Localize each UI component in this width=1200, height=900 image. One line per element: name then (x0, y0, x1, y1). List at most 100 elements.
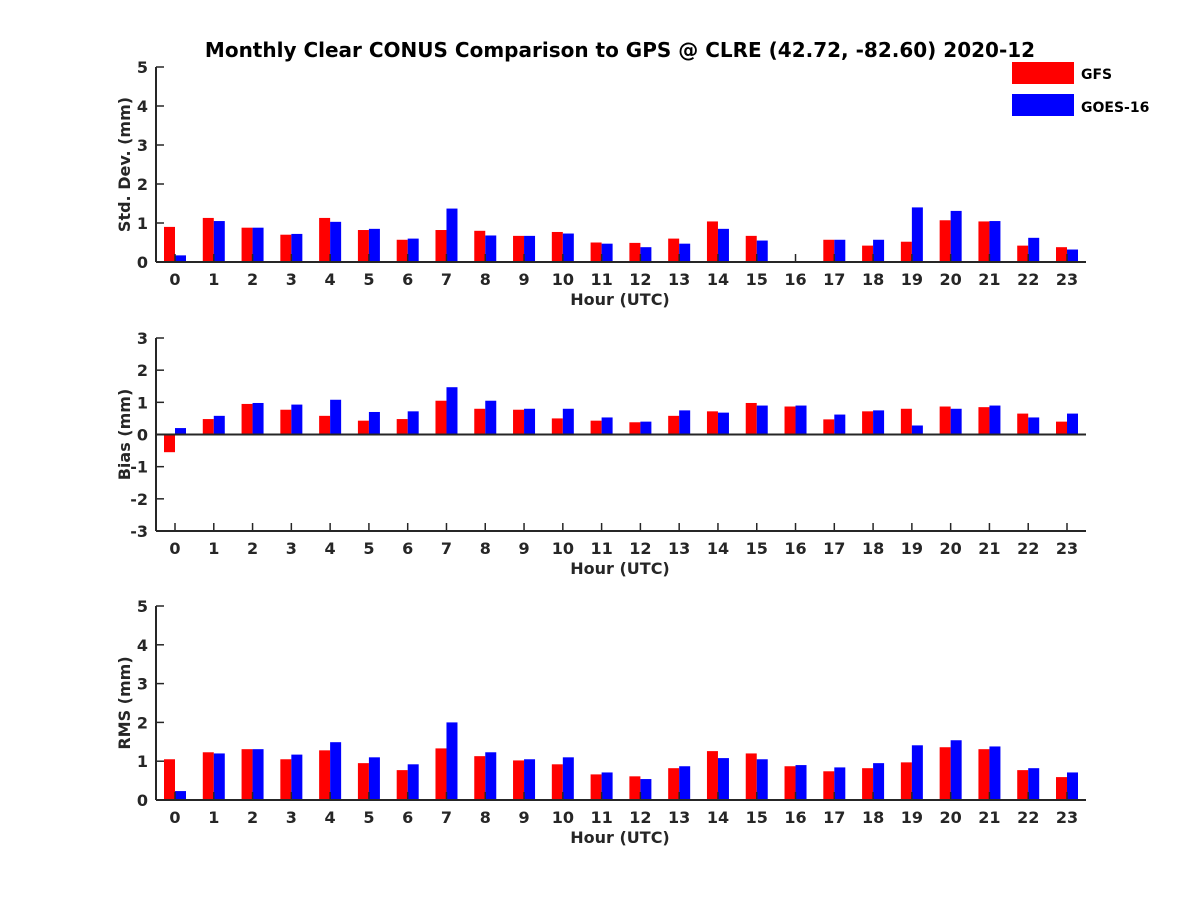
y-tick-label: 1 (137, 214, 148, 233)
bar-goes16-rms-h7 (446, 722, 458, 800)
y-tick-label: 4 (137, 97, 148, 116)
bar-goes16-stddev-h17 (834, 239, 846, 262)
bar-goes16-rms-h20 (950, 740, 962, 800)
bar-gfs-bias-h23 (1056, 421, 1067, 435)
bar-gfs-rms-h5 (357, 763, 369, 800)
y-axis-label-rms: RMS (mm) (115, 656, 134, 749)
bar-goes16-rms-h18 (873, 763, 885, 800)
y-tick-label: -1 (130, 458, 148, 477)
bar-gfs-stddev-h21 (978, 221, 990, 262)
x-tick-label: 19 (901, 808, 923, 827)
bar-gfs-stddev-h19 (900, 241, 912, 262)
x-tick-label: 23 (1056, 539, 1078, 558)
y-tick-label: -2 (130, 490, 148, 509)
bar-gfs-rms-h9 (513, 760, 525, 800)
bar-gfs-bias-h20 (939, 406, 951, 435)
x-tick-label: 0 (169, 270, 180, 289)
x-tick-label: 13 (668, 539, 690, 558)
bar-gfs-stddev-h0 (164, 226, 175, 262)
bar-goes16-bias-h13 (679, 410, 691, 435)
bar-gfs-bias-h21 (978, 407, 990, 435)
bar-gfs-stddev-h3 (280, 234, 292, 262)
bar-goes16-bias-h7 (446, 387, 458, 435)
y-tick-label: 5 (137, 58, 148, 77)
x-tick-label: 5 (363, 270, 374, 289)
bar-goes16-stddev-h9 (524, 235, 536, 262)
bar-gfs-rms-h12 (629, 776, 641, 800)
x-axis-label-stddev: Hour (UTC) (570, 290, 670, 309)
bar-goes16-stddev-h12 (640, 247, 652, 262)
bar-gfs-stddev-h1 (202, 217, 214, 262)
bar-goes16-rms-h14 (717, 758, 729, 800)
x-tick-label: 17 (823, 270, 845, 289)
bar-goes16-bias-h0 (175, 428, 186, 435)
bar-gfs-stddev-h15 (745, 235, 757, 262)
x-tick-label: 21 (978, 539, 1000, 558)
bar-goes16-bias-h21 (989, 405, 1001, 435)
bar-goes16-bias-h9 (524, 408, 536, 435)
bar-goes16-stddev-h5 (368, 228, 380, 262)
bar-goes16-rms-h16 (795, 765, 807, 800)
bar-gfs-rms-h18 (862, 768, 874, 800)
x-tick-label: 20 (940, 808, 962, 827)
bar-gfs-stddev-h22 (1017, 245, 1029, 262)
bar-goes16-stddev-h15 (756, 240, 768, 262)
bar-gfs-bias-h17 (823, 419, 835, 435)
x-tick-label: 1 (208, 270, 219, 289)
x-tick-label: 20 (940, 270, 962, 289)
bar-gfs-bias-h3 (280, 409, 292, 435)
y-tick-label: 3 (137, 329, 148, 348)
y-tick-label: 1 (137, 393, 148, 412)
bar-goes16-stddev-h10 (562, 233, 574, 262)
y-tick-label: 0 (137, 426, 148, 445)
bar-goes16-stddev-h8 (485, 235, 497, 262)
bar-gfs-stddev-h10 (551, 231, 563, 262)
bar-gfs-bias-h15 (745, 402, 757, 435)
bar-goes16-bias-h17 (834, 414, 846, 435)
bar-gfs-stddev-h12 (629, 242, 641, 262)
bar-goes16-bias-h14 (717, 412, 729, 435)
x-tick-label: 16 (784, 270, 806, 289)
bar-goes16-stddev-h14 (717, 228, 729, 262)
x-tick-label: 2 (247, 808, 258, 827)
bar-gfs-rms-h23 (1056, 777, 1067, 800)
x-tick-label: 6 (402, 270, 413, 289)
x-tick-label: 15 (746, 539, 768, 558)
x-tick-label: 16 (784, 808, 806, 827)
bar-goes16-stddev-h3 (291, 233, 303, 262)
x-tick-label: 3 (286, 808, 297, 827)
y-tick-label: 5 (137, 597, 148, 616)
x-tick-label: 10 (552, 808, 574, 827)
x-tick-label: 9 (518, 539, 529, 558)
bar-gfs-stddev-h8 (474, 230, 486, 262)
bar-gfs-stddev-h6 (396, 239, 408, 262)
bar-gfs-rms-h6 (396, 770, 408, 800)
x-tick-label: 18 (862, 808, 884, 827)
x-tick-label: 0 (169, 539, 180, 558)
bar-gfs-bias-h19 (900, 408, 912, 435)
x-tick-label: 19 (901, 270, 923, 289)
bar-goes16-rms-h6 (407, 764, 419, 800)
bar-gfs-bias-h11 (590, 420, 602, 435)
bar-gfs-rms-h14 (706, 751, 718, 800)
x-tick-label: 18 (862, 539, 884, 558)
bar-gfs-bias-h18 (862, 411, 874, 435)
bar-goes16-rms-h12 (640, 779, 652, 800)
bar-gfs-rms-h8 (474, 756, 486, 800)
bar-goes16-bias-h3 (291, 404, 303, 435)
x-tick-label: 1 (208, 539, 219, 558)
x-axis-label-bias: Hour (UTC) (570, 559, 670, 578)
y-tick-label: 4 (137, 636, 148, 655)
x-tick-label: 22 (1017, 539, 1039, 558)
x-tick-label: 14 (707, 539, 729, 558)
bar-goes16-rms-h2 (252, 749, 264, 800)
x-tick-label: 8 (480, 539, 491, 558)
x-tick-label: 6 (402, 539, 413, 558)
bar-goes16-rms-h8 (485, 752, 497, 800)
bar-gfs-stddev-h11 (590, 242, 602, 262)
bar-goes16-bias-h23 (1067, 413, 1078, 435)
x-tick-label: 7 (441, 808, 452, 827)
bar-gfs-rms-h17 (823, 771, 835, 800)
bar-gfs-rms-h3 (280, 759, 292, 800)
